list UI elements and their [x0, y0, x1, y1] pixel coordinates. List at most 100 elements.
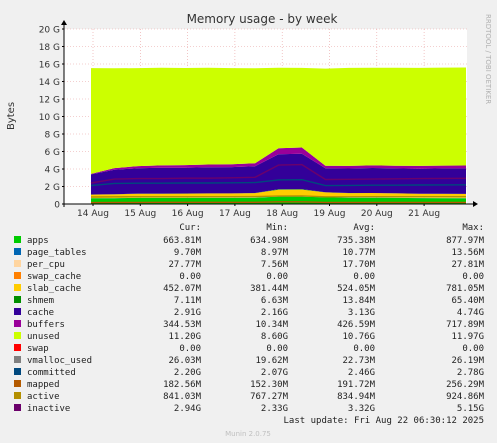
legend-min-value: 767.27M	[250, 392, 289, 402]
y-tick-label: 16 G	[39, 61, 60, 71]
legend-min-value: 19.62M	[255, 356, 288, 366]
y-tick-label: 2 G	[44, 183, 60, 193]
legend-series-name: vmalloc_used	[27, 356, 92, 366]
legend-column-header: Min:	[266, 223, 288, 233]
legend-cur-value: 0.00	[179, 272, 201, 282]
legend-min-value: 152.30M	[250, 380, 289, 390]
legend-cur-value: 182.56M	[163, 380, 202, 390]
x-tick-label: 18 Aug	[266, 209, 298, 219]
legend-series-name: swap_cache	[27, 272, 81, 282]
legend-swatch	[14, 296, 21, 303]
area-cache	[91, 153, 466, 195]
legend-cur-value: 2.91G	[174, 308, 201, 318]
area-slab-cache	[91, 189, 466, 199]
line-series	[90, 163, 467, 204]
legend-column-header: Max:	[462, 223, 484, 233]
legend-series-name: buffers	[27, 320, 65, 330]
y-axis-arrow	[61, 20, 67, 25]
x-tick-label: 19 Aug	[314, 209, 346, 219]
legend-series-name: committed	[27, 368, 76, 378]
legend-cur-value: 27.77M	[168, 260, 201, 270]
y-tick-label: 4 G	[44, 166, 60, 176]
legend-series-name: apps	[27, 236, 49, 246]
legend-series-name: unused	[27, 332, 60, 342]
legend-max-value: 27.81M	[451, 260, 484, 270]
legend-min-value: 6.63M	[261, 296, 289, 306]
legend-swatch	[14, 260, 21, 267]
legend-avg-value: 10.77M	[342, 248, 375, 258]
legend-cur-value: 0.00	[179, 344, 201, 354]
legend-cur-value: 11.20G	[168, 332, 201, 342]
x-tick-label: 16 Aug	[172, 209, 204, 219]
area-unused	[91, 67, 466, 174]
legend-table: Cur: Min: Avg: Max: apps 663.81M 634.98M 735.38…	[14, 223, 485, 414]
legend-cur-value: 26.03M	[168, 356, 201, 366]
legend-max-value: 65.40M	[451, 296, 484, 306]
legend-avg-value: 13.84M	[342, 296, 375, 306]
legend-swatch	[14, 368, 21, 375]
x-tick-label: 21 Aug	[408, 209, 440, 219]
legend-series-name: cache	[27, 308, 54, 318]
legend-column-header: Cur:	[179, 223, 201, 233]
y-tick-label: 6 G	[44, 148, 60, 158]
legend-avg-value: 735.38M	[337, 236, 376, 246]
legend-max-value: 0.00	[462, 344, 484, 354]
legend-max-value: 924.86M	[446, 392, 485, 402]
y-tick-label: 8 G	[44, 131, 60, 141]
legend-max-value: 26.19M	[451, 356, 484, 366]
legend-swatch	[14, 236, 21, 243]
area-buffers	[91, 147, 466, 175]
y-tick-label: 14 G	[39, 78, 60, 88]
legend-max-value: 256.29M	[446, 380, 485, 390]
legend-max-value: 4.74G	[457, 308, 484, 318]
legend-avg-value: 17.70M	[342, 260, 375, 270]
legend-swatch	[14, 344, 21, 351]
line-committed	[90, 178, 467, 187]
legend-min-value: 2.33G	[261, 404, 288, 414]
legend-avg-value: 834.94M	[337, 392, 376, 402]
legend-cur-value: 2.20G	[174, 368, 201, 378]
legend-swatch	[14, 404, 21, 411]
legend-swatch	[14, 308, 21, 315]
legend-min-value: 634.98M	[250, 236, 289, 246]
legend-min-value: 381.44M	[250, 284, 289, 294]
legend-avg-value: 22.73M	[342, 356, 375, 366]
legend-min-value: 2.07G	[261, 368, 288, 378]
legend-max-value: 13.56M	[451, 248, 484, 258]
legend-max-value: 11.97G	[451, 332, 484, 342]
x-tick-label: 14 Aug	[77, 209, 109, 219]
legend-column-header: Avg:	[353, 223, 375, 233]
legend-avg-value: 524.05M	[337, 284, 376, 294]
x-tick-label: 15 Aug	[124, 209, 156, 219]
legend-avg-value: 3.13G	[348, 308, 375, 318]
line-mapped	[90, 201, 466, 204]
legend-swatch	[14, 332, 21, 339]
legend-series-name: mapped	[27, 380, 60, 390]
legend-avg-value: 3.32G	[348, 404, 375, 414]
y-tick-label: 10 G	[39, 113, 60, 123]
chart-title: Memory usage - by week	[187, 12, 338, 26]
legend-cur-value: 452.07M	[163, 284, 202, 294]
legend-swatch	[14, 356, 21, 363]
legend-min-value: 2.16G	[261, 308, 288, 318]
x-axis-arrow	[473, 201, 478, 207]
legend-cur-value: 841.03M	[163, 392, 202, 402]
legend-max-value: 717.89M	[446, 320, 485, 330]
legend-avg-value: 10.76G	[342, 332, 375, 342]
legend-series-name: slab_cache	[27, 284, 81, 294]
legend-cur-value: 9.70M	[174, 248, 202, 258]
legend-max-value: 877.97M	[446, 236, 485, 246]
legend-series-name: shmem	[27, 296, 54, 306]
line-active	[90, 195, 466, 198]
legend-min-value: 0.00	[266, 272, 288, 282]
legend-min-value: 8.60G	[261, 332, 288, 342]
legend-swatch	[14, 284, 21, 291]
footer-version: Munin 2.0.75	[225, 430, 271, 438]
x-tick-label: 20 Aug	[361, 209, 393, 219]
legend-series-name: inactive	[27, 404, 70, 414]
x-tick-labels: 14 Aug 15 Aug 16 Aug 17 Aug 18 Aug 19 Aug 20 A…	[77, 204, 440, 219]
legend-min-value: 0.00	[266, 344, 288, 354]
x-tick-label: 17 Aug	[219, 209, 251, 219]
legend-cur-value: 663.81M	[163, 236, 202, 246]
